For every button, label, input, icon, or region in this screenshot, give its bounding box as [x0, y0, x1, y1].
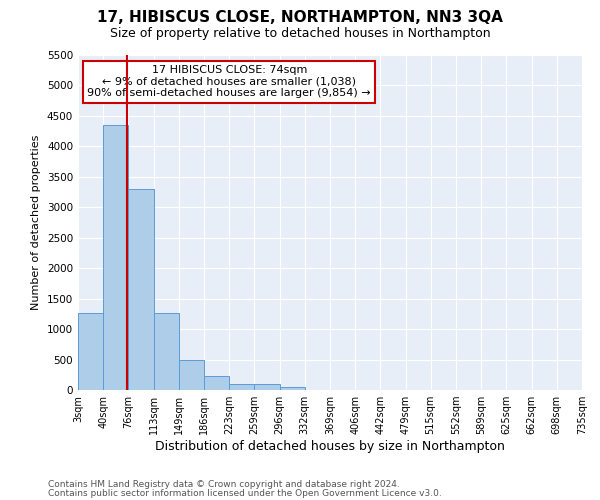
Bar: [229, 384, 254, 390]
Bar: [154, 312, 179, 390]
Bar: [204, 376, 229, 390]
Bar: [280, 386, 305, 390]
Y-axis label: Number of detached properties: Number of detached properties: [31, 135, 41, 310]
Bar: [179, 360, 204, 390]
Text: Size of property relative to detached houses in Northampton: Size of property relative to detached ho…: [110, 28, 490, 40]
X-axis label: Distribution of detached houses by size in Northampton: Distribution of detached houses by size …: [155, 440, 505, 453]
Bar: [103, 125, 128, 390]
Text: Contains public sector information licensed under the Open Government Licence v3: Contains public sector information licen…: [48, 488, 442, 498]
Bar: [254, 384, 280, 390]
Text: 17 HIBISCUS CLOSE: 74sqm
← 9% of detached houses are smaller (1,038)
90% of semi: 17 HIBISCUS CLOSE: 74sqm ← 9% of detache…: [88, 65, 371, 98]
Text: Contains HM Land Registry data © Crown copyright and database right 2024.: Contains HM Land Registry data © Crown c…: [48, 480, 400, 489]
Bar: [78, 312, 103, 390]
Text: 17, HIBISCUS CLOSE, NORTHAMPTON, NN3 3QA: 17, HIBISCUS CLOSE, NORTHAMPTON, NN3 3QA: [97, 10, 503, 25]
Bar: [128, 189, 154, 390]
